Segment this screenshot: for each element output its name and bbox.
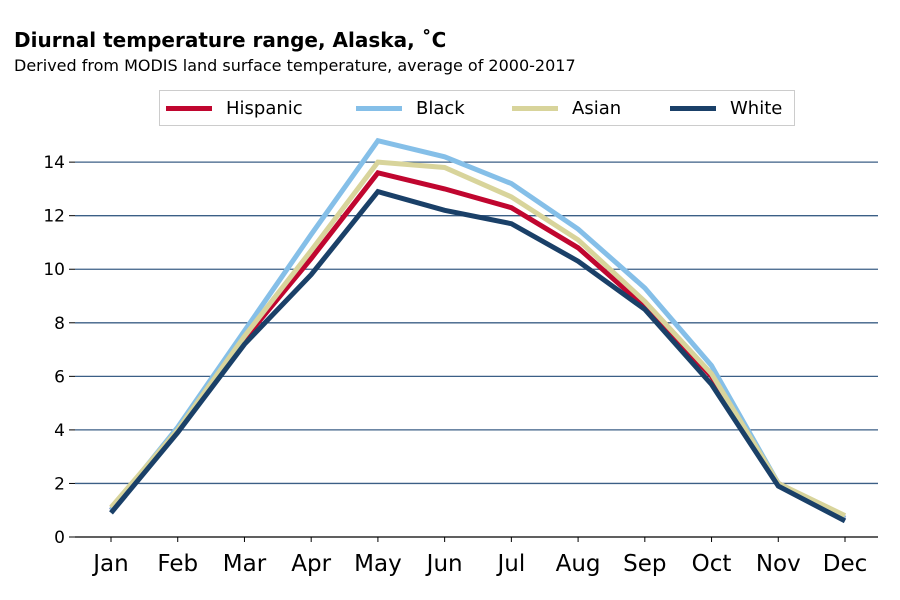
legend-label-white: White bbox=[730, 97, 783, 119]
x-tick-label-sep: Sep bbox=[623, 551, 666, 577]
y-tick-label-10: 10 bbox=[43, 260, 65, 280]
legend-entry-black: Black bbox=[356, 91, 465, 125]
legend-swatch-asian bbox=[512, 105, 558, 111]
y-tick-label-12: 12 bbox=[43, 207, 65, 227]
legend-label-hispanic: Hispanic bbox=[226, 97, 303, 119]
y-tick-label-4: 4 bbox=[54, 421, 65, 441]
series-line-asian bbox=[109, 159, 847, 518]
x-tick-label-nov: Nov bbox=[756, 551, 801, 577]
series-line-hispanic bbox=[109, 169, 847, 521]
y-tick-label-6: 6 bbox=[54, 367, 65, 387]
x-tick-label-jul: Jul bbox=[495, 551, 525, 577]
x-tick-label-mar: Mar bbox=[223, 551, 267, 577]
x-tick-label-aug: Aug bbox=[556, 551, 601, 577]
chart-title: Diurnal temperature range, Alaska, ˚C bbox=[14, 28, 447, 52]
y-tick-label-14: 14 bbox=[43, 153, 65, 173]
y-tick-label-8: 8 bbox=[54, 314, 65, 334]
series-line-black bbox=[109, 137, 847, 521]
x-tick-label-apr: Apr bbox=[291, 551, 331, 577]
legend-label-asian: Asian bbox=[572, 97, 622, 119]
x-tick-label-oct: Oct bbox=[692, 551, 732, 577]
legend-entry-hispanic: Hispanic bbox=[166, 91, 303, 125]
x-tick-label-jan: Jan bbox=[91, 551, 128, 577]
y-tick-label-2: 2 bbox=[54, 474, 65, 494]
legend-entry-white: White bbox=[670, 91, 782, 125]
legend-label-black: Black bbox=[416, 97, 465, 119]
legend: Hispanic Black Asian White bbox=[159, 90, 795, 126]
x-tick-label-feb: Feb bbox=[157, 551, 198, 577]
legend-swatch-black bbox=[356, 105, 402, 111]
x-tick-label-dec: Dec bbox=[823, 551, 868, 577]
legend-swatch-hispanic bbox=[166, 105, 212, 111]
series-line-white bbox=[109, 188, 847, 524]
chart-subtitle: Derived from MODIS land surface temperat… bbox=[14, 56, 576, 75]
y-tick-label-0: 0 bbox=[54, 528, 65, 548]
legend-entry-asian: Asian bbox=[512, 91, 621, 125]
legend-swatch-white bbox=[670, 105, 716, 111]
x-tick-label-may: May bbox=[354, 551, 402, 577]
x-tick-label-jun: Jun bbox=[425, 551, 463, 577]
